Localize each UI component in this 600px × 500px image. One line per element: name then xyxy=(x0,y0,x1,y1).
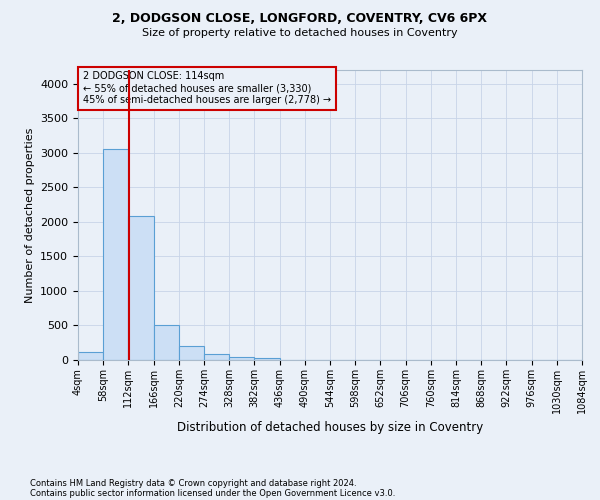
Text: 2, DODGSON CLOSE, LONGFORD, COVENTRY, CV6 6PX: 2, DODGSON CLOSE, LONGFORD, COVENTRY, CV… xyxy=(113,12,487,26)
Bar xyxy=(179,346,204,360)
Text: Contains public sector information licensed under the Open Government Licence v3: Contains public sector information licen… xyxy=(30,488,395,498)
Text: Contains HM Land Registry data © Crown copyright and database right 2024.: Contains HM Land Registry data © Crown c… xyxy=(30,478,356,488)
Text: 2 DODGSON CLOSE: 114sqm
← 55% of detached houses are smaller (3,330)
45% of semi: 2 DODGSON CLOSE: 114sqm ← 55% of detache… xyxy=(83,72,331,104)
Bar xyxy=(229,356,254,360)
X-axis label: Distribution of detached houses by size in Coventry: Distribution of detached houses by size … xyxy=(177,421,483,434)
Bar xyxy=(78,352,103,360)
Bar xyxy=(103,148,128,360)
Bar xyxy=(154,325,179,360)
Bar xyxy=(204,354,229,360)
Y-axis label: Number of detached properties: Number of detached properties xyxy=(25,128,35,302)
Bar xyxy=(128,216,154,360)
Text: Size of property relative to detached houses in Coventry: Size of property relative to detached ho… xyxy=(142,28,458,38)
Bar xyxy=(254,358,280,360)
